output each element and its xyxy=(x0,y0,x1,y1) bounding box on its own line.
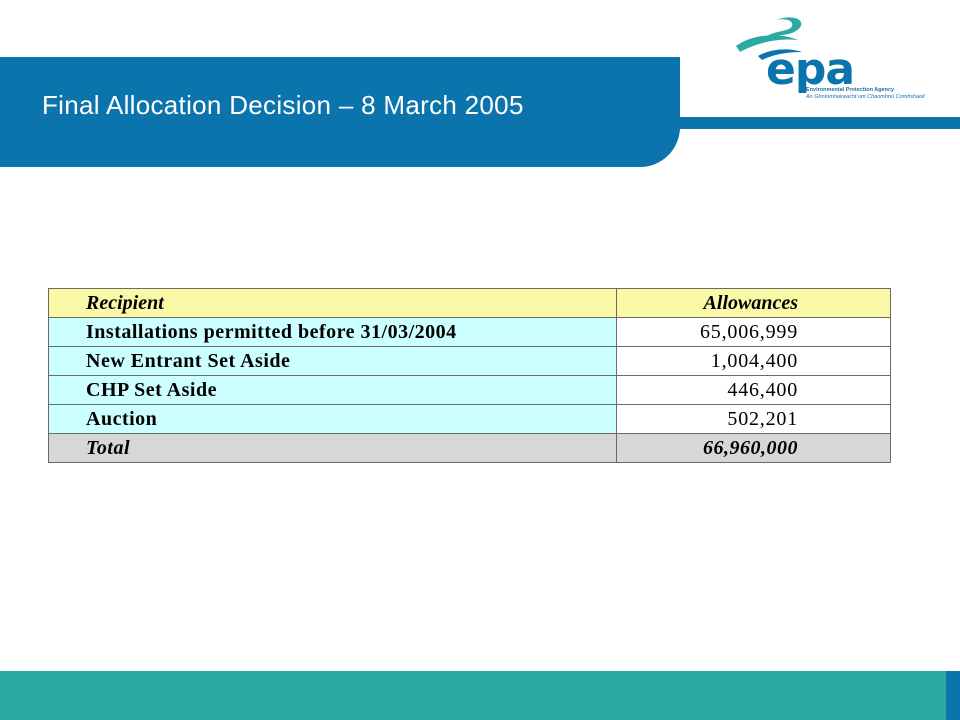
allowances-cell: 1,004,400 xyxy=(616,346,891,376)
table-row: Installations permitted before 31/03/200… xyxy=(48,317,891,347)
allowances-cell: 446,400 xyxy=(616,375,891,405)
title-banner xyxy=(0,57,680,167)
recipient-cell: Installations permitted before 31/03/200… xyxy=(48,317,617,347)
recipient-cell: New Entrant Set Aside xyxy=(48,346,617,376)
footer-edge xyxy=(946,671,960,720)
logo-swoosh-icon xyxy=(764,17,802,38)
table-row: New Entrant Set Aside 1,004,400 xyxy=(48,346,891,376)
table-row: CHP Set Aside 446,400 xyxy=(48,375,891,405)
allocation-table: Recipient Allowances Installations permi… xyxy=(48,288,891,463)
allowances-cell: 65,006,999 xyxy=(616,317,891,347)
table-header-row: Recipient Allowances xyxy=(48,288,891,318)
total-value: 66,960,000 xyxy=(616,433,891,463)
logo-leaf-icon xyxy=(736,35,798,52)
table-total-row: Total 66,960,000 xyxy=(48,433,891,463)
allowances-cell: 502,201 xyxy=(616,404,891,434)
footer-band xyxy=(0,671,960,720)
slide-title: Final Allocation Decision – 8 March 2005 xyxy=(42,90,524,120)
epa-logo: epa xyxy=(736,17,855,95)
logo-tagline: Environmental Protection Agency An Ghnío… xyxy=(806,87,925,101)
recipient-cell: CHP Set Aside xyxy=(48,375,617,405)
header-allowances: Allowances xyxy=(616,288,891,318)
logo-tagline-line2: An Ghníomhaireacht um Chaomhnú Comhshaoi… xyxy=(806,94,925,100)
total-label: Total xyxy=(48,433,617,463)
logo-tagline-line1: Environmental Protection Agency xyxy=(806,87,895,93)
logo-wordmark: epa xyxy=(766,44,854,95)
header-recipient: Recipient xyxy=(48,288,617,318)
recipient-cell: Auction xyxy=(48,404,617,434)
title-banner-rule xyxy=(660,117,960,129)
table-row: Auction 502,201 xyxy=(48,404,891,434)
